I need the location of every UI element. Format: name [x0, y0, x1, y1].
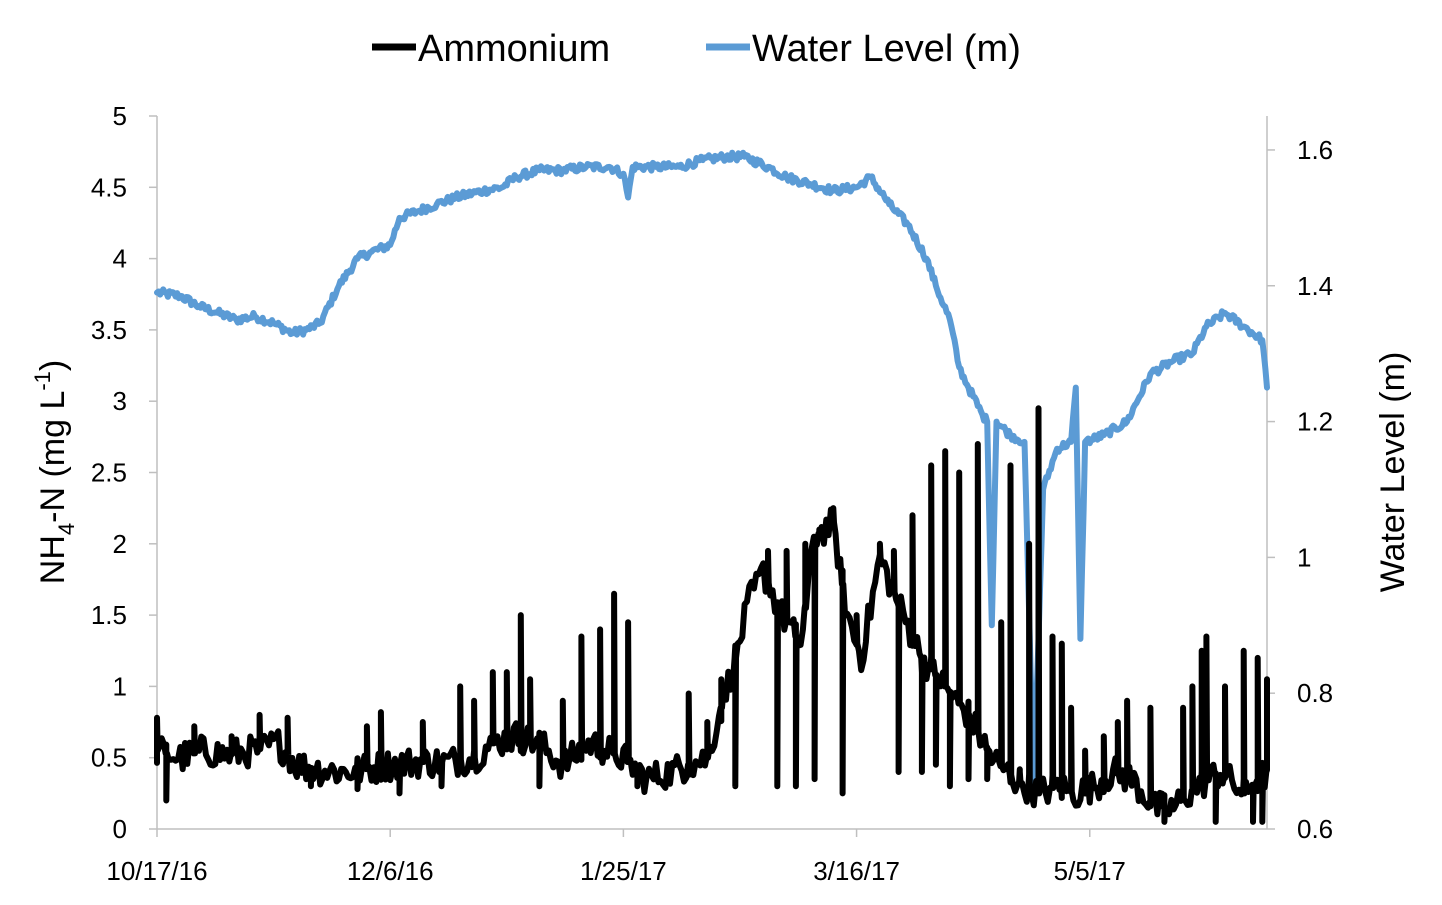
right-axis-title: Water Level (m)	[1374, 352, 1412, 593]
left-tick-label: 1	[113, 671, 127, 701]
left-tick-label: 5	[113, 101, 127, 131]
x-tick-label: 5/5/17	[1054, 856, 1126, 886]
series-ammonium-line	[154, 405, 1270, 825]
right-axis-ticks: 0.6 0.8 1 1.2 1.4 1.6	[1267, 135, 1333, 844]
x-tick-label: 10/17/16	[106, 856, 207, 886]
left-tick-label: 0	[113, 814, 127, 844]
left-axis-title: NH4-N (mg L-1)	[30, 360, 79, 584]
x-axis-ticks: 10/17/16 12/6/16 1/25/17 3/16/17 5/5/17	[106, 829, 1126, 886]
legend-label-ammonium: Ammonium	[418, 28, 610, 70]
x-tick-label: 12/6/16	[347, 856, 434, 886]
left-tick-label: 2	[113, 529, 127, 559]
right-tick-label: 0.8	[1297, 678, 1333, 708]
left-tick-label: 3.5	[91, 315, 127, 345]
right-tick-label: 1.2	[1297, 407, 1333, 437]
left-tick-label: 2.5	[91, 458, 127, 488]
right-tick-label: 1.4	[1297, 271, 1333, 301]
legend: Ammonium Water Level (m)	[372, 28, 1021, 70]
left-tick-label: 0.5	[91, 743, 127, 773]
left-tick-label: 3	[113, 386, 127, 416]
series-water-level-line	[154, 149, 1270, 792]
x-tick-label: 3/16/17	[813, 856, 900, 886]
plot-area: 0 0.5 1 1.5 2 2.5 3 3.5 4 4.5 5 0.6 0.8 1 1.2 1.4 1.6 1…	[91, 101, 1333, 886]
x-tick-label: 1/25/17	[580, 856, 667, 886]
right-tick-label: 1.6	[1297, 135, 1333, 165]
legend-label-water-level: Water Level (m)	[752, 28, 1021, 70]
left-tick-label: 4.5	[91, 172, 127, 202]
left-tick-label: 4	[113, 244, 127, 274]
left-tick-label: 1.5	[91, 600, 127, 630]
right-tick-label: 0.6	[1297, 814, 1333, 844]
left-axis-ticks: 0 0.5 1 1.5 2 2.5 3 3.5 4 4.5 5	[91, 101, 157, 844]
right-tick-label: 1	[1297, 542, 1311, 572]
